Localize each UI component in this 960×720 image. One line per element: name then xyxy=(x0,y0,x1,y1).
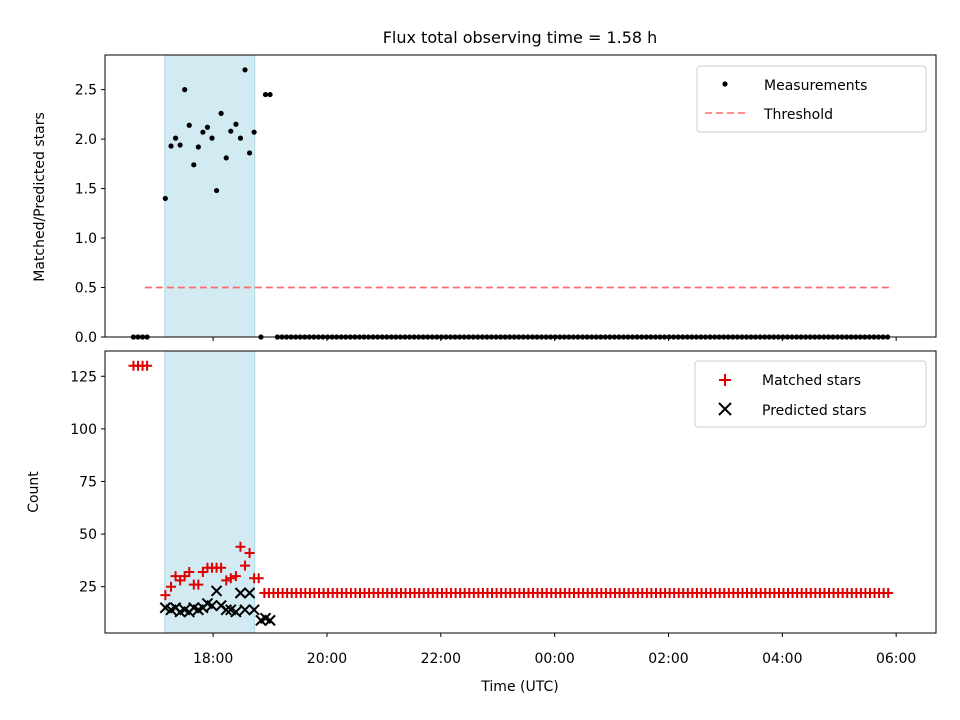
measurement-point xyxy=(191,162,197,168)
predicted-star-point xyxy=(230,606,242,618)
ratio-legend: Measurements Threshold xyxy=(696,65,927,133)
predicted-star-point xyxy=(239,604,251,616)
legend-matched-label: Matched stars xyxy=(762,373,861,389)
count-y-axis-label: Count xyxy=(26,471,42,513)
predicted-star-points xyxy=(159,585,276,627)
matched-star-point xyxy=(193,579,204,590)
matched-star-point xyxy=(235,541,246,552)
measurement-point xyxy=(177,142,183,148)
predicted-star-point xyxy=(264,614,276,627)
y-tick-label: 25 xyxy=(79,580,97,596)
count-panel-frame xyxy=(104,350,937,634)
measurement-point xyxy=(186,122,192,128)
ratio-panel-frame xyxy=(104,54,937,338)
measurement-point xyxy=(172,135,179,141)
matched-star-point xyxy=(216,562,227,573)
y-tick-label: 0.5 xyxy=(75,281,97,297)
legend-threshold-label: Threshold xyxy=(763,107,833,123)
ratio-y-ticks: 0.0 0.5 1.0 1.5 2.0 2.5 xyxy=(75,83,105,346)
measurement-point xyxy=(195,144,201,150)
matched-star-point xyxy=(230,571,241,582)
matched-star-point xyxy=(221,575,232,586)
legend-measurement-marker xyxy=(722,81,728,87)
x-tick-label: 20:00 xyxy=(307,651,347,667)
measurement-point xyxy=(223,155,229,161)
y-tick-label: 125 xyxy=(70,369,97,385)
predicted-star-point xyxy=(234,587,247,599)
matched-star-point xyxy=(253,573,264,584)
predicted-star-point xyxy=(206,599,218,612)
measurement-point xyxy=(251,129,257,135)
matched-star-point xyxy=(883,588,894,599)
y-tick-label: 2.5 xyxy=(75,83,97,99)
measurement-point xyxy=(237,135,244,141)
y-tick-label: 0.0 xyxy=(75,330,97,346)
x-tick-label: 00:00 xyxy=(534,651,574,667)
count-x-ticks: 18:00 20:00 22:00 00:00 02:00 04:00 06:00 xyxy=(193,633,916,667)
measurement-point xyxy=(200,129,206,135)
matched-star-point xyxy=(225,573,236,584)
matched-star-point xyxy=(240,560,251,571)
x-axis-label: Time (UTC) xyxy=(480,679,558,695)
measurement-point xyxy=(218,110,224,116)
observing-window-shade xyxy=(164,54,256,338)
predicted-star-point xyxy=(248,604,260,616)
ratio-x-ticks xyxy=(212,337,897,341)
measurement-point xyxy=(209,135,215,141)
x-tick-label: 06:00 xyxy=(876,651,916,667)
measurement-point xyxy=(204,124,211,130)
measurement-point xyxy=(213,187,220,194)
predicted-star-point xyxy=(243,587,256,599)
legend-measurements-label: Measurements xyxy=(764,78,867,94)
x-tick-label: 04:00 xyxy=(762,651,802,667)
matched-star-points xyxy=(128,360,894,601)
measurement-point xyxy=(168,143,174,149)
x-tick-label: 22:00 xyxy=(421,651,461,667)
measurement-point xyxy=(162,195,168,202)
matched-star-point xyxy=(166,581,177,592)
ratio-panel: 0.0 0.5 1.0 1.5 2.0 2.5 Matched/Predicted sta… xyxy=(32,54,937,346)
legend-predicted-marker xyxy=(718,402,732,416)
matched-star-point xyxy=(244,548,255,559)
ratio-y-axis-label: Matched/Predicted stars xyxy=(32,112,48,282)
observing-window-shade xyxy=(164,350,256,634)
measurement-point xyxy=(182,87,188,93)
measurement-point xyxy=(228,128,234,134)
chart-title: Flux total observing time = 1.58 h xyxy=(383,28,658,47)
measurement-point xyxy=(262,91,269,98)
matched-star-point xyxy=(184,566,195,577)
y-tick-label: 75 xyxy=(79,474,97,490)
matched-star-point xyxy=(160,590,171,601)
y-tick-label: 1.0 xyxy=(75,231,97,247)
count-panel: 25 50 75 100 125 18:00 20:00 22:00 00:00 02:00 04… xyxy=(26,350,937,695)
measurement-point xyxy=(246,150,253,156)
measurement-point xyxy=(242,67,248,73)
ratio-legend-box xyxy=(696,65,927,133)
y-tick-label: 100 xyxy=(70,422,97,438)
y-tick-label: 2.0 xyxy=(75,132,97,148)
predicted-star-point xyxy=(220,604,232,616)
x-tick-label: 02:00 xyxy=(648,651,688,667)
matched-star-point xyxy=(142,360,153,371)
legend-matched-marker xyxy=(719,374,731,386)
legend-predicted-label: Predicted stars xyxy=(762,403,867,419)
count-y-ticks: 25 50 75 100 125 xyxy=(70,369,105,596)
x-tick-label: 18:00 xyxy=(193,651,233,667)
measurement-point xyxy=(267,91,273,98)
predicted-star-point xyxy=(210,585,223,597)
y-tick-label: 1.5 xyxy=(75,182,97,198)
count-legend-box xyxy=(694,360,927,428)
measurement-point xyxy=(233,121,239,127)
count-legend: Matched stars Predicted stars xyxy=(694,360,927,428)
y-tick-label: 50 xyxy=(79,527,97,543)
